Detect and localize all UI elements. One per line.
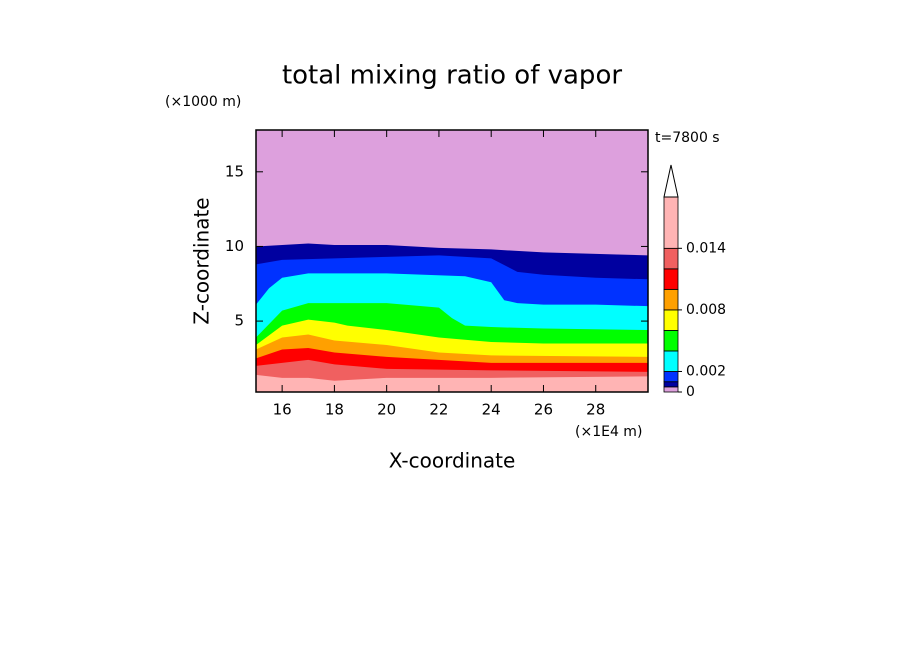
time-label: t=7800 s (655, 130, 720, 146)
colorbar-segment (663, 288, 679, 311)
colorbar-segment (663, 247, 679, 270)
colorbar-tick-label: 0.014 (686, 240, 726, 256)
x-tick-label: 26 (534, 401, 553, 419)
x-tick-label: 22 (429, 401, 448, 419)
y-tick-label: 15 (225, 162, 244, 180)
x-tick-label: 24 (482, 401, 501, 419)
colorbar-segment (663, 196, 679, 249)
chart-title: total mixing ratio of vapor (282, 61, 622, 91)
colorbar-segment (663, 330, 679, 352)
x-tick-label: 18 (325, 401, 344, 419)
x-axis-label: X-coordinate (389, 449, 516, 473)
x-tick-label: 20 (377, 401, 396, 419)
x-tick-label: 16 (273, 401, 292, 419)
colorbar-segment (663, 268, 679, 290)
x-unit: (×1E4 m) (575, 424, 642, 440)
colorbar-segment (663, 381, 679, 388)
colorbar-extension (663, 164, 679, 198)
colorbar-segment (663, 371, 679, 383)
x-tick-label: 28 (586, 401, 605, 419)
plot-area (256, 130, 648, 392)
colorbar-tick-label: 0.002 (686, 363, 726, 379)
colorbar-tick-label: 0 (686, 384, 695, 400)
colorbar-segment (663, 309, 679, 331)
y-unit: (×1000 m) (165, 94, 241, 110)
colorbar-segment (663, 350, 679, 372)
y-tick-label: 10 (225, 237, 244, 255)
y-tick-label: 5 (234, 312, 244, 330)
plot-frame (255, 129, 649, 393)
colorbar-tick-label: 0.008 (686, 302, 726, 318)
colorbar-segment (663, 386, 679, 393)
contour-band (256, 374, 648, 392)
y-axis-label: Z-coordinate (190, 197, 214, 324)
